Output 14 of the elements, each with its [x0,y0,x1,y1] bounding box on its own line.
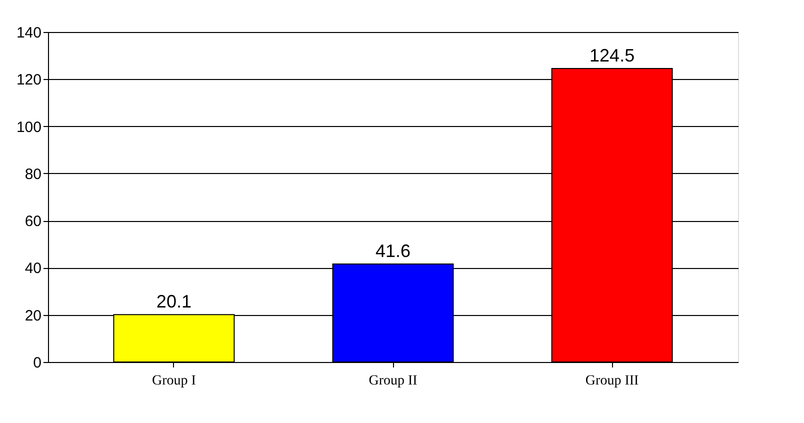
data-label: 124.5 [590,46,635,66]
y-tick-label: 120 [16,72,42,89]
y-tick-label: 140 [16,24,42,42]
x-tick-label: Group I [152,374,196,388]
y-tick-label: 100 [16,118,42,136]
x-tick-label: Group III [585,374,640,388]
y-tick-label: 80 [24,166,42,183]
y-tick-label: 60 [24,213,42,230]
y-tick-label: 0 [33,354,42,372]
data-label: 20.1 [156,292,192,312]
y-tick-label: 40 [24,260,42,278]
y-tick-label: 20 [24,307,42,324]
data-label: 41.6 [375,240,411,261]
x-tick-label: Group II [368,374,418,388]
